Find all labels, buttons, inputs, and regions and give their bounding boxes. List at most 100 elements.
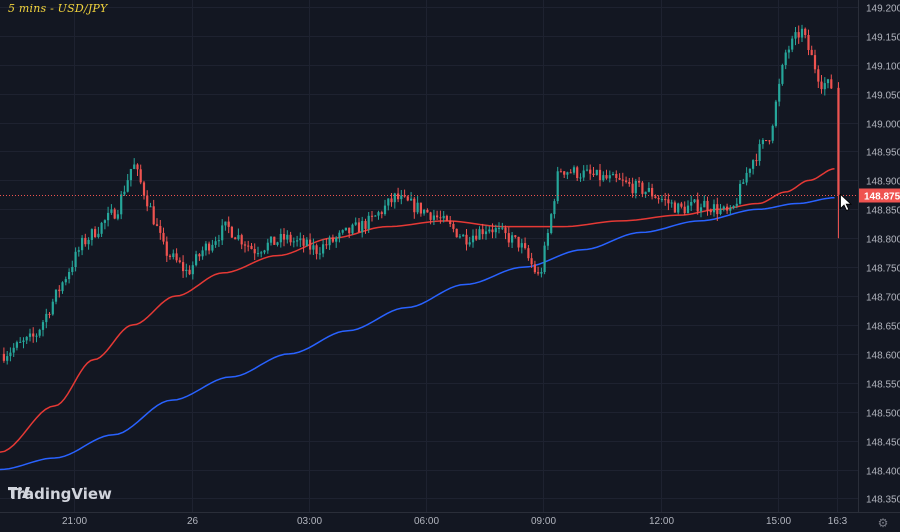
candle-body [74,251,77,267]
candle-body [657,198,660,200]
price-tick-label: 149.200 [866,4,900,15]
candle-body [712,204,716,213]
price-axis[interactable]: 149.200 149.150 149.100 149.050 149.000 148.9… [858,0,900,512]
candle-body [758,144,761,161]
candle-body [576,167,579,178]
candle-body [514,235,517,237]
candle-body [693,199,696,203]
candle-body [325,244,328,246]
candle-body [406,196,409,201]
candle-body [755,160,758,162]
candle-body [488,229,491,232]
candle-body [491,229,494,233]
candle-body [797,32,800,38]
time-axis[interactable]: 21:00 26 03:00 06:00 09:00 12:00 15:00 16:3 [0,512,900,528]
candle-body [188,269,191,275]
time-tick-label: 15:00 [766,516,791,527]
candle-body [449,220,452,224]
candle-body [38,329,41,336]
chart-title: 5 mins - USD/JPY [8,2,108,15]
candle-body [807,35,810,50]
candle-body [752,160,755,169]
current-price-badge [859,188,900,203]
pointer-cursor-icon [840,193,853,212]
candle-body [768,140,771,142]
price-tick-label: 148.400 [866,467,900,478]
candle-body [540,272,543,274]
candle-body [494,228,497,233]
candle-body [563,171,566,175]
candle-body [237,235,240,240]
candle-body [185,269,188,271]
candle-body [247,245,250,247]
candle-body [550,214,553,233]
candle-body [696,199,699,212]
candle-body [84,237,87,245]
candle-body [172,253,175,257]
candle-body [364,221,367,229]
candle-body [116,214,119,219]
current-price-label: 148.875 [864,192,900,203]
candle-body [735,203,738,206]
candle-body [416,202,419,213]
candle-body [110,209,113,213]
candle-body [742,182,745,184]
candle-body [266,242,269,251]
candle-body [673,202,676,213]
candle-body [211,244,214,251]
price-tick-label: 148.450 [866,438,900,449]
candle-body [390,198,393,203]
candle-body [761,140,764,145]
candle-body [45,313,48,323]
candle-body [598,169,602,181]
candle-body [357,222,361,233]
candle-body [6,356,9,361]
candle-body [517,236,520,248]
gear-icon[interactable]: ⚙ [877,516,889,530]
candle-body [615,174,618,178]
candle-body [703,200,706,208]
candle-body [572,167,576,173]
candle-body [230,226,233,238]
candle-body [35,335,38,337]
candle-body [331,237,334,242]
candle-body [224,221,227,226]
candle-body [837,87,840,195]
candle-body [149,206,152,208]
candle-body [208,243,211,251]
candle-body [478,229,481,240]
candle-body [68,272,71,280]
candle-body [90,229,93,240]
candle-body [413,198,416,213]
candle-body [719,209,722,214]
candle-body [243,244,247,246]
candle-body [745,172,748,183]
candle-body [123,191,126,195]
time-tick-label: 06:00 [414,516,439,527]
candle-body [553,201,556,215]
candle-body [387,198,390,206]
candle-body [826,79,830,84]
candle-body [374,215,377,217]
candle-body [781,65,784,84]
candlestick-series [2,24,840,365]
candle-body [683,206,686,214]
candle-body [667,199,670,204]
price-tick-label: 148.550 [866,380,900,391]
candle-body [618,178,621,180]
candle-body [426,209,429,213]
candle-body [484,231,488,235]
candle-body [256,253,260,255]
candle-body [354,222,357,225]
candle-body [660,199,663,201]
candle-body [651,188,654,197]
candle-body [136,164,139,170]
candle-body [817,69,820,82]
candle-body [664,199,667,201]
candle-body [569,172,572,174]
price-tick-label: 149.100 [866,62,900,73]
candle-body [771,125,774,141]
candle-body [699,207,703,212]
